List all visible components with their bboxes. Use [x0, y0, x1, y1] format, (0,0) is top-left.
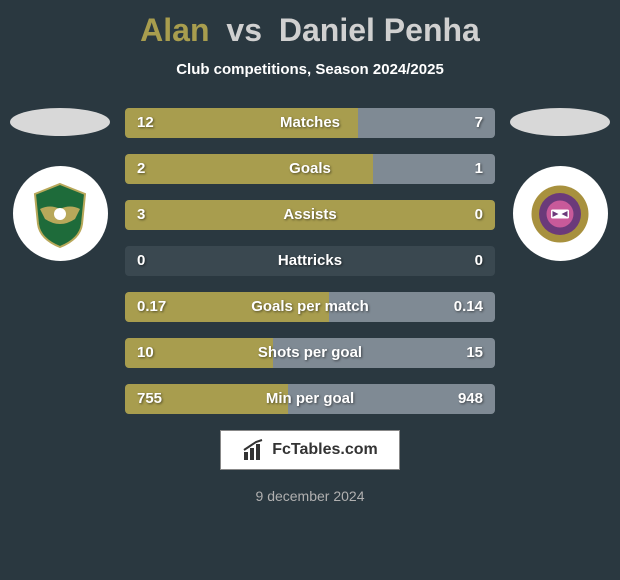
stat-row: 30Assists [125, 200, 495, 230]
stats-container: 127Matches 21Goals 30Assists 00Hattricks 0.1… [125, 108, 495, 414]
stat-row: 0.170.14Goals per match [125, 292, 495, 322]
stat-label: Assists [125, 200, 495, 230]
crest-icon-right [530, 179, 590, 249]
stat-row: 00Hattricks [125, 246, 495, 276]
footer-logo[interactable]: FcTables.com [220, 430, 400, 470]
player1-badge [10, 108, 110, 261]
stat-label: Hattricks [125, 246, 495, 276]
subtitle: Club competitions, Season 2024/2025 [0, 61, 620, 78]
stat-row: 21Goals [125, 154, 495, 184]
chart-icon [242, 438, 266, 462]
stat-label: Min per goal [125, 384, 495, 414]
stat-row: 1015Shots per goal [125, 338, 495, 368]
stat-label: Goals per match [125, 292, 495, 322]
player2-name: Daniel Penha [279, 12, 480, 48]
player2-silhouette [510, 108, 610, 136]
stat-row: 127Matches [125, 108, 495, 138]
content: 127Matches 21Goals 30Assists 00Hattricks 0.1… [0, 108, 620, 504]
player1-silhouette [10, 108, 110, 136]
title: Alan vs Daniel Penha [0, 12, 620, 49]
player2-crest [513, 166, 608, 261]
stat-row: 755948Min per goal [125, 384, 495, 414]
stat-label: Goals [125, 154, 495, 184]
header: Alan vs Daniel Penha Club competitions, … [0, 0, 620, 78]
player2-badge [510, 108, 610, 261]
vs-text: vs [226, 12, 262, 48]
stat-label: Matches [125, 108, 495, 138]
stat-label: Shots per goal [125, 338, 495, 368]
crest-icon-left [30, 179, 90, 249]
date: 9 december 2024 [0, 488, 620, 504]
player1-name: Alan [140, 12, 209, 48]
footer-logo-text: FcTables.com [272, 441, 378, 459]
player1-crest [13, 166, 108, 261]
